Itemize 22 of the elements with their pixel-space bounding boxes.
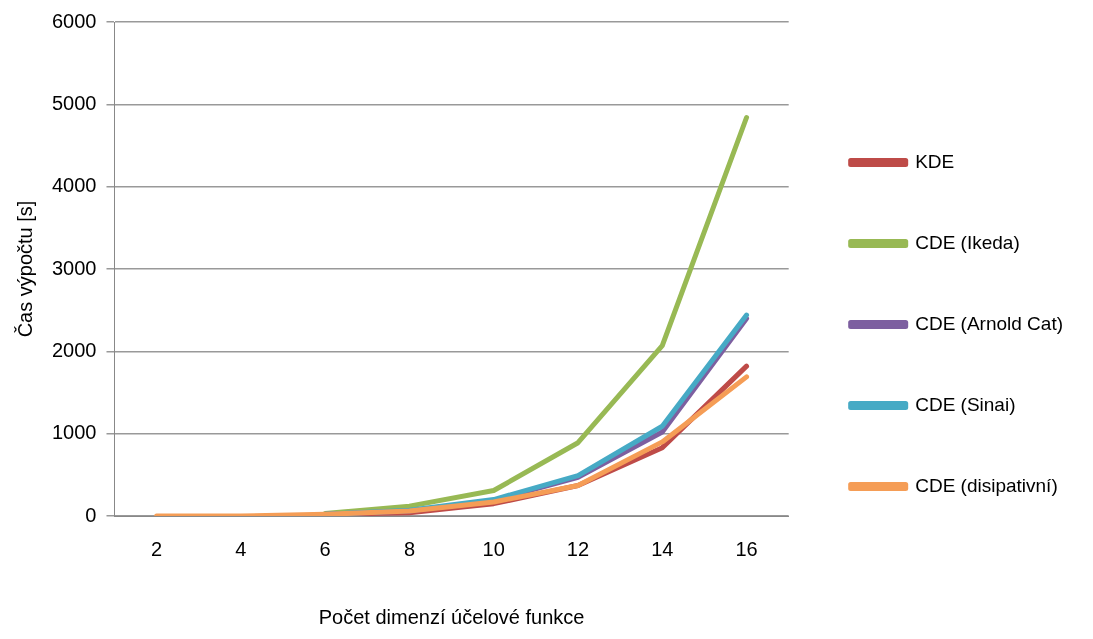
x-tick-label: 16 bbox=[735, 537, 758, 560]
legend-label: CDE (Ikeda) bbox=[915, 231, 1020, 253]
x-tick-label: 6 bbox=[319, 537, 331, 560]
y-tick-label: 2000 bbox=[51, 338, 97, 361]
y-axis-title: Čas výpočtu [s] bbox=[13, 200, 36, 338]
y-tick-label: 6000 bbox=[51, 9, 97, 32]
y-tick-label: 5000 bbox=[51, 91, 97, 114]
x-tick-label: 4 bbox=[235, 537, 247, 560]
y-tick-label: 3000 bbox=[51, 256, 97, 279]
x-tick-label: 12 bbox=[566, 537, 590, 560]
x-tick-label: 2 bbox=[151, 537, 163, 560]
x-tick-label: 10 bbox=[482, 537, 505, 560]
y-tick-label: 0 bbox=[85, 503, 97, 526]
legend-label: KDE bbox=[915, 150, 955, 172]
legend-label: CDE (Sinai) bbox=[915, 393, 1016, 415]
legend-label: CDE (disipativní) bbox=[915, 474, 1058, 496]
x-axis-title: Počet dimenzí účelové funkce bbox=[318, 605, 585, 628]
y-tick-label: 1000 bbox=[51, 421, 97, 444]
legend-label: CDE (Arnold Cat) bbox=[915, 312, 1064, 334]
x-tick-label: 8 bbox=[403, 537, 416, 560]
x-tick-label: 14 bbox=[651, 537, 674, 560]
y-tick-label: 4000 bbox=[51, 174, 97, 197]
